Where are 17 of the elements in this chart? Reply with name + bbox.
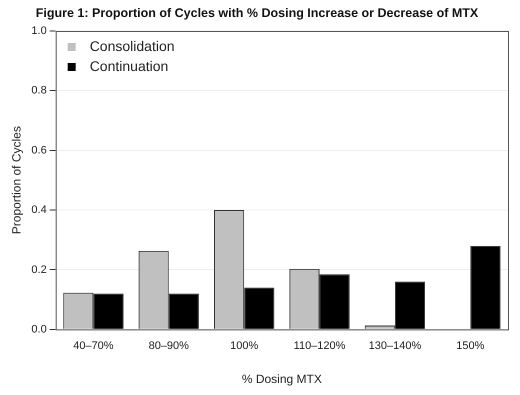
y-axis-title: Proportion of Cycles	[10, 126, 24, 234]
y-tick-label: 0.8	[31, 84, 47, 97]
y-tick-label: 1.0	[31, 25, 47, 38]
x-axis-title: % Dosing MTX	[242, 372, 322, 386]
x-tick-label: 150%	[456, 340, 485, 352]
x-tick-label: 100%	[230, 340, 258, 352]
x-tick-label: 130–140%	[368, 340, 422, 352]
x-tick-label: 80–90%	[148, 340, 190, 352]
legend-label: Consolidation	[90, 38, 175, 54]
x-tick-label: 110–120%	[294, 340, 346, 352]
y-tick-label: 0.0	[31, 323, 47, 336]
y-tick-label: 0.4	[31, 204, 47, 216]
x-tick-label: 40–70%	[73, 340, 114, 352]
y-tick-label: 0.2	[31, 264, 47, 276]
y-tick-label: 0.6	[31, 144, 47, 156]
legend-label: Continuation	[90, 58, 168, 74]
chart-title: Figure 1: Proportion of Cycles with % Dosing Increase or Decrease of MTX	[36, 6, 479, 20]
